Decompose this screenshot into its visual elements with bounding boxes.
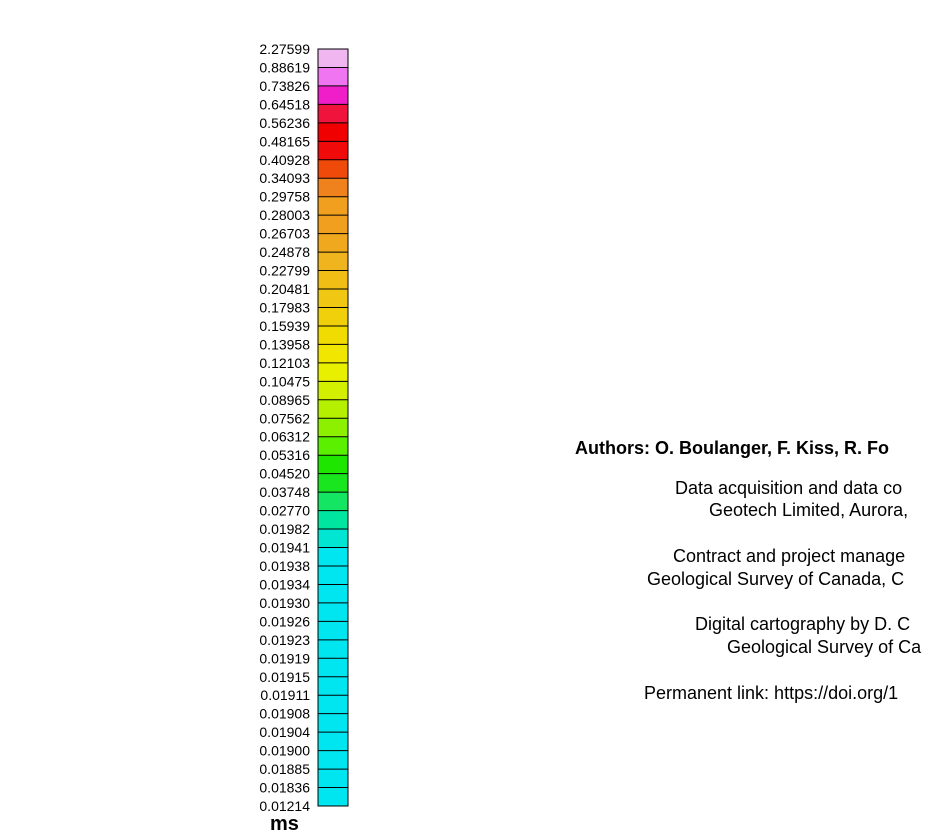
legend-color-swatch <box>318 676 348 696</box>
legend-color-swatch <box>318 289 348 308</box>
legend-color-swatch <box>318 381 348 401</box>
legend-color-swatch <box>318 67 348 87</box>
contract-credit-line1: Contract and project manage <box>673 546 906 566</box>
legend-tick-label: 0.01885 <box>259 761 310 777</box>
legend-color-swatch <box>318 473 348 493</box>
legend-tick-label: 0.01982 <box>259 521 310 537</box>
legend-color-swatch <box>318 436 348 456</box>
legend-color-swatch <box>318 122 348 142</box>
legend-tick-label: 0.02770 <box>259 503 310 519</box>
legend-tick-label: 0.29758 <box>259 189 310 205</box>
legend-color-swatch <box>318 769 348 788</box>
legend-tick-label: 0.07562 <box>259 410 310 426</box>
legend-color-swatch <box>318 307 348 327</box>
legend-tick-label: 2.27599 <box>259 41 310 57</box>
legend-tick-label: 0.34093 <box>259 170 310 186</box>
legend-tick-label: 0.01926 <box>259 613 310 629</box>
legend-color-swatch <box>318 85 348 105</box>
legend-tick-label: 0.06312 <box>259 429 310 445</box>
legend-tick-label: 0.64518 <box>259 96 310 112</box>
legend-color-swatch <box>318 418 348 438</box>
legend-color-swatch <box>318 732 348 751</box>
legend-tick-label: 0.01908 <box>259 706 310 722</box>
legend-color-swatch <box>318 215 348 234</box>
legend-tick-label: 0.01904 <box>259 724 310 740</box>
legend-tick-label: 0.01915 <box>259 669 310 685</box>
legend-tick-label: 0.17983 <box>259 299 310 315</box>
legend-unit-label: ms <box>270 813 299 835</box>
legend-color-swatch <box>318 695 348 714</box>
legend-tick-label: 0.22799 <box>259 263 310 279</box>
legend-color-swatch <box>318 510 348 530</box>
legend-color-swatch <box>318 787 348 807</box>
legend-tick-label: 0.28003 <box>259 207 310 223</box>
legend-tick-label: 0.01938 <box>259 558 310 574</box>
color-legend: 2.27599 0.88619 0.73826 0.64518 0.56236 0.481… <box>259 41 349 814</box>
legend-color-swatch <box>318 584 348 604</box>
legend-color-swatch <box>318 49 348 68</box>
legend-color-swatch <box>318 658 348 678</box>
legend-color-swatch <box>318 344 348 364</box>
legend-tick-label: 0.13958 <box>259 336 310 352</box>
cartography-credit-line2: Geological Survey of Ca <box>727 637 922 657</box>
legend-color-swatch <box>318 750 348 770</box>
contract-credit-line2: Geological Survey of Canada, C <box>647 569 905 589</box>
legend-color-swatch <box>318 455 348 474</box>
legend-tick-label: 0.01919 <box>259 650 310 666</box>
legend-color-swatch <box>318 602 348 622</box>
cartography-credit-line1: Digital cartography by D. C <box>695 614 911 634</box>
legend-color-swatch <box>318 233 348 253</box>
legend-color-swatch <box>318 141 348 161</box>
legend-tick-label: 0.01930 <box>259 595 310 611</box>
legend-tick-label: 0.03748 <box>259 484 310 500</box>
legend-color-swatch <box>318 178 348 197</box>
legend-tick-label: 0.15939 <box>259 318 310 334</box>
legend-tick-label: 0.01214 <box>259 798 310 814</box>
legend-tick-label: 0.24878 <box>259 244 310 260</box>
legend-color-swatch <box>318 547 348 567</box>
legend-color-swatch <box>318 529 348 548</box>
legend-tick-label: 0.12103 <box>259 355 310 371</box>
legend-color-swatch <box>318 621 348 641</box>
legend-tick-label: 0.73826 <box>259 78 310 94</box>
legend-tick-label: 0.88619 <box>259 59 310 75</box>
legend-color-swatch <box>318 713 348 733</box>
legend-color-swatch <box>318 325 348 345</box>
legend-tick-label: 0.08965 <box>259 392 310 408</box>
legend-tick-label: 0.01934 <box>259 576 310 592</box>
legend-color-swatch <box>318 270 348 290</box>
data-acquisition-credit-line2: Geotech Limited, Aurora, <box>709 500 909 520</box>
authors-line: Authors: O. Boulanger, F. Kiss, R. Fo <box>575 438 890 458</box>
legend-tick-label: 0.01836 <box>259 780 310 796</box>
legend-color-swatch <box>318 252 348 271</box>
legend-tick-label: 0.20481 <box>259 281 310 297</box>
legend-tick-label: 0.01941 <box>259 540 310 556</box>
map-credits: Authors: O. Boulanger, F. Kiss, R. Fo Da… <box>560 430 946 730</box>
legend-tick-label: 0.01923 <box>259 632 310 648</box>
legend-color-swatch <box>318 104 348 124</box>
legend-tick-label: 0.10475 <box>259 373 310 389</box>
legend-color-swatch <box>318 362 348 382</box>
legend-tick-label: 0.56236 <box>259 115 310 131</box>
legend-tick-label: 0.04520 <box>259 466 310 482</box>
permanent-link: Permanent link: https://doi.org/1 <box>644 683 899 703</box>
legend-color-swatch <box>318 639 348 659</box>
legend-color-swatch <box>318 159 348 179</box>
legend-tick-label: 0.26703 <box>259 226 310 242</box>
legend-tick-label: 0.01911 <box>260 687 310 703</box>
legend-tick-label: 0.05316 <box>259 447 310 463</box>
legend-color-swatch <box>318 565 348 585</box>
legend-color-swatch <box>318 399 348 419</box>
legend-tick-label: 0.01900 <box>259 743 310 759</box>
legend-color-swatch <box>318 492 348 511</box>
legend-tick-label: 0.40928 <box>259 152 310 168</box>
data-acquisition-credit-line1: Data acquisition and data co <box>675 478 903 498</box>
legend-color-swatch <box>318 196 348 216</box>
legend-tick-label: 0.48165 <box>259 133 310 149</box>
